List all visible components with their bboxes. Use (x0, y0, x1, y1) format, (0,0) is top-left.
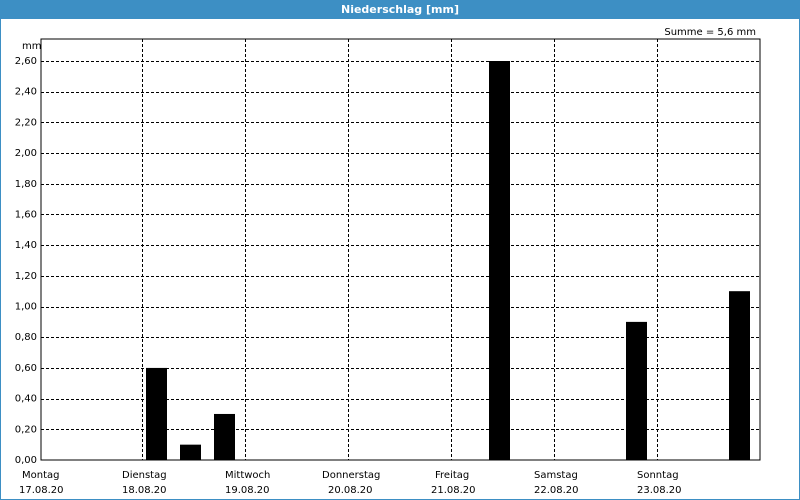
y-tick-label: 1,60 (15, 209, 37, 220)
x-tick-date: 18.08.20 (122, 485, 167, 496)
precipitation-bar (146, 367, 167, 460)
y-tick-label: 0,20 (15, 424, 37, 435)
precipitation-bar (489, 61, 510, 460)
y-tick-labels: 0,00 0,20 0,40 0,60 0,80 1,00 1,20 1,40 1,60 1,80… (15, 56, 37, 466)
y-tick-label: 2,40 (15, 87, 37, 98)
precipitation-bar (729, 291, 750, 460)
x-tick-labels: Montag 17.08.20 Dienstag 18.08.20 Mittwoch 19… (19, 470, 682, 496)
x-tick-day: Samstag (534, 470, 578, 481)
x-tick-day: Dienstag (122, 470, 167, 481)
x-tick-day: Sonntag (637, 470, 679, 481)
bars (146, 61, 750, 460)
x-tick-date: 20.08.20 (328, 485, 373, 496)
precipitation-bar (626, 321, 647, 460)
y-axis-unit: mm (22, 41, 41, 52)
sum-label: Summe = 5,6 mm (664, 27, 756, 38)
plot-area-border (40, 38, 761, 461)
y-tick-label: 2,60 (15, 56, 37, 67)
precipitation-bar (214, 413, 235, 460)
x-tick-day: Mittwoch (225, 470, 270, 481)
x-tick-date: 22.08.20 (534, 485, 579, 496)
x-tick-day: Montag (22, 470, 59, 481)
y-tick-label: 0,60 (15, 363, 37, 374)
y-tick-label: 1,00 (15, 302, 37, 313)
x-tick-day: Freitag (435, 470, 469, 481)
x-tick-date: 19.08.20 (225, 485, 270, 496)
y-tick-label: 1,80 (15, 179, 37, 190)
x-tick-date: 17.08.20 (19, 485, 64, 496)
chart-title: Niederschlag [mm] (0, 0, 800, 19)
x-tick-date: 23.08.20 (637, 485, 682, 496)
y-tick-label: 1,20 (15, 271, 37, 282)
y-tick-label: 0,40 (15, 394, 37, 405)
y-tick-label: 0,80 (15, 332, 37, 343)
y-tick-label: 1,40 (15, 240, 37, 251)
x-tick-day: Donnerstag (322, 470, 380, 481)
y-tick-label: 2,00 (15, 148, 37, 159)
y-tick-label: 0,00 (15, 455, 37, 466)
grid-lines (41, 39, 760, 460)
x-tick-date: 21.08.20 (431, 485, 476, 496)
y-tick-label: 2,20 (15, 117, 37, 128)
precipitation-bar (180, 444, 201, 460)
